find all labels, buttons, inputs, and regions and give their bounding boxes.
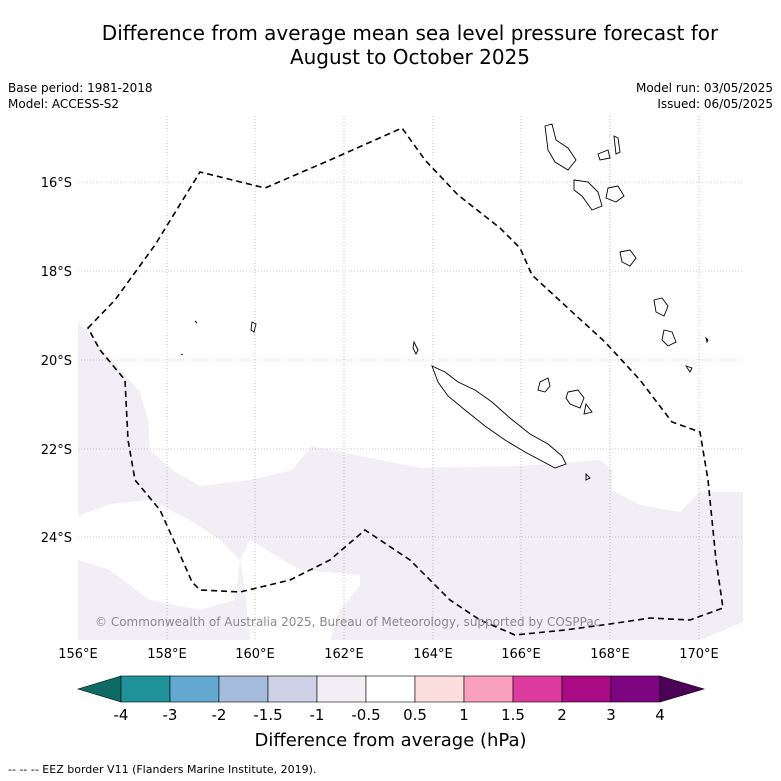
lon-label: 166°E — [501, 647, 541, 662]
colorbar-cell — [316, 675, 367, 703]
colorbar-cell — [659, 675, 706, 703]
lat-axis: 16°S 18°S 20°S 22°S 24°S — [41, 176, 72, 546]
colorbar-cell — [365, 675, 416, 703]
loyalty-islands — [412, 340, 593, 481]
colorbar-tick-label: 0.5 — [403, 706, 427, 724]
colorbar-ticks: -4 -3 -2 -1.5 -1 -0.5 0.5 1 1.5 2 3 4 — [114, 706, 665, 724]
lon-label: 168°E — [590, 647, 630, 662]
model-name: Model: ACCESS-S2 — [8, 97, 120, 111]
lon-label: 162°E — [324, 647, 364, 662]
colorbar-cell — [463, 675, 514, 703]
model-run: Model run: 03/05/2025 — [635, 81, 773, 95]
colorbar-cell — [120, 675, 171, 703]
colorbar-tick-label: -1.5 — [253, 706, 282, 724]
lat-label: 24°S — [41, 531, 72, 546]
colorbar-tick-label: -0.5 — [351, 706, 380, 724]
colorbar-tick-label: -3 — [163, 706, 178, 724]
colorbar-cell — [218, 675, 269, 703]
meta-right: Model run: 03/05/2025 Issued: 06/05/2025 — [636, 80, 773, 112]
meta-left: Base period: 1981-2018 Model: ACCESS-S2 — [8, 80, 153, 112]
lon-label: 158°E — [147, 647, 187, 662]
colorbar-cell — [512, 675, 563, 703]
map-title-line-1: Difference from average mean sea level p… — [101, 21, 719, 45]
colorbar-tick-label: -1 — [310, 706, 325, 724]
copyright-notice: © Commonwealth of Australia 2025, Bureau… — [95, 615, 600, 629]
colorbar-caption: Difference from average (hPa) — [254, 730, 527, 751]
map-area — [78, 116, 743, 640]
colorbar-cell — [561, 675, 612, 703]
colorbar-tick-label: -4 — [114, 706, 129, 724]
lat-label: 16°S — [41, 176, 72, 191]
colorbar-cell — [76, 675, 122, 703]
colorbar-cell — [169, 675, 220, 703]
lon-label: 170°E — [679, 647, 719, 662]
colorbar-tick-label: 1 — [459, 706, 469, 724]
map-title-line-2: August to October 2025 — [289, 45, 531, 69]
colorbar-tick-label: 2 — [557, 706, 567, 724]
lon-label: 156°E — [58, 647, 98, 662]
lon-label: 160°E — [235, 647, 275, 662]
lat-label: 22°S — [41, 443, 72, 458]
colorbar-cell — [414, 675, 465, 703]
colorbar-tick-label: 1.5 — [501, 706, 525, 724]
eez-border — [87, 127, 724, 636]
new-caledonia-coastline — [431, 365, 567, 469]
chesterfield-islands — [180, 320, 257, 356]
lon-label: 164°E — [413, 647, 453, 662]
lon-axis: 156°E 158°E 160°E 162°E 164°E 166°E 168°… — [58, 647, 719, 662]
colorbar-cell — [267, 675, 318, 703]
eez-legend-note: -- -- -- EEZ border V11 (Flanders Marine… — [8, 763, 317, 776]
colorbar-tick-label: 3 — [606, 706, 616, 724]
colorbar-cell — [610, 675, 661, 703]
issued-date: Issued: 06/05/2025 — [657, 97, 773, 111]
colorbar — [76, 675, 706, 703]
vanuatu-islands — [544, 123, 709, 373]
base-period: Base period: 1981-2018 — [8, 81, 153, 95]
lat-label: 18°S — [41, 265, 72, 280]
lat-label: 20°S — [41, 354, 72, 369]
colorbar-tick-label: -2 — [212, 706, 227, 724]
gridlines — [78, 116, 743, 640]
pressure-anomaly-region — [78, 322, 743, 640]
colorbar-tick-label: 4 — [655, 706, 665, 724]
